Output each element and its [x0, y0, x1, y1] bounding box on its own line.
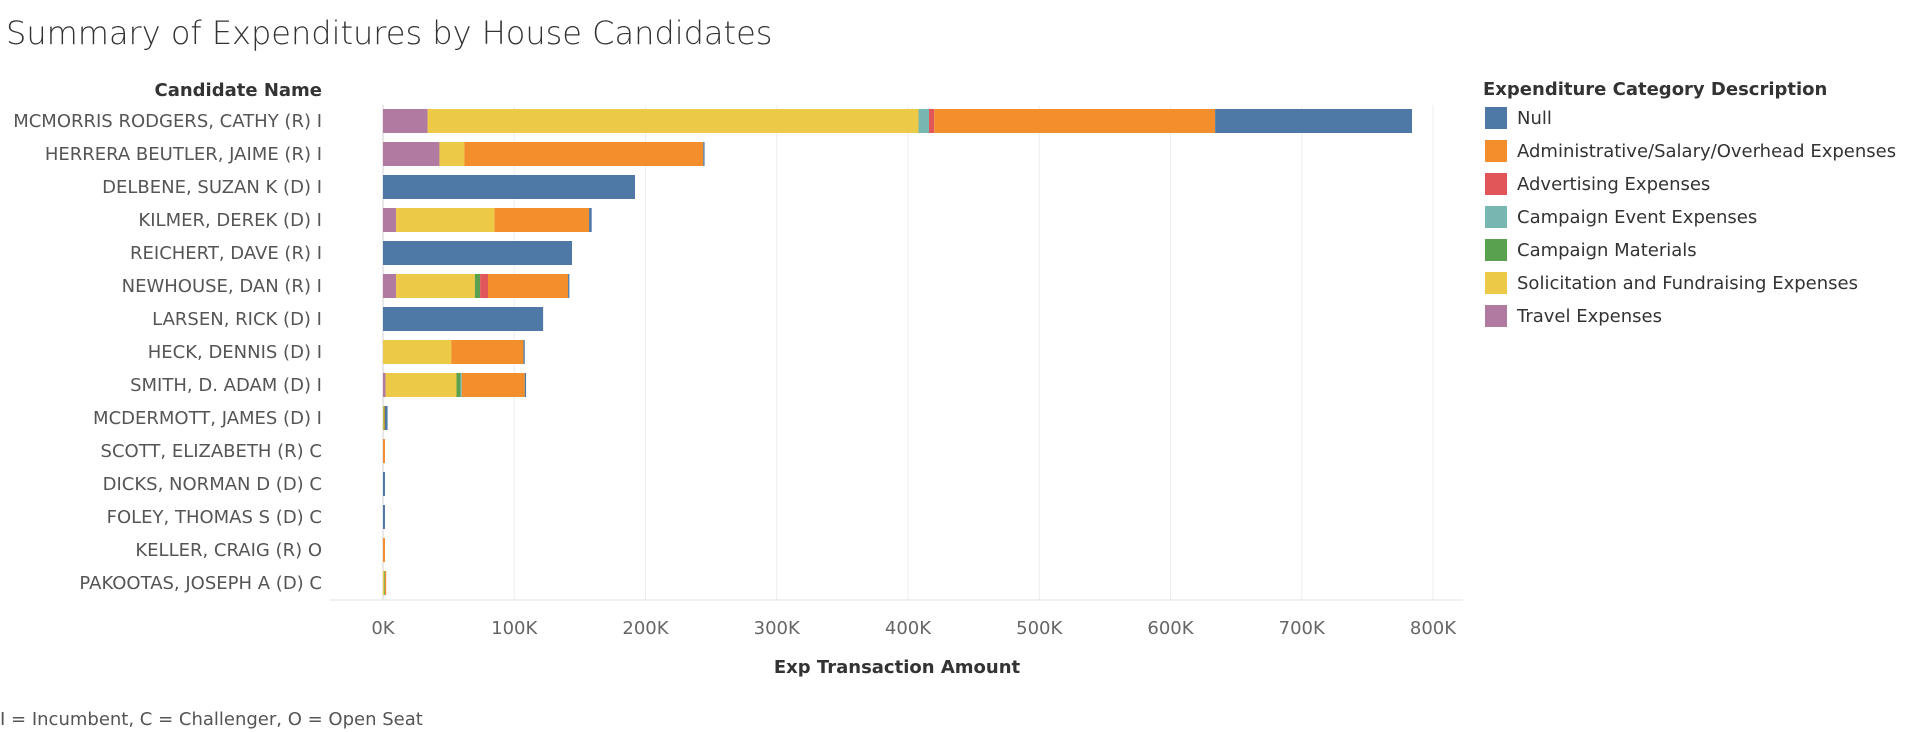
category-label: DELBENE, SUZAN K (D) I — [102, 177, 322, 198]
bar-segment — [480, 274, 488, 298]
footnote: I = Incumbent, C = Challenger, O = Open … — [0, 709, 423, 730]
category-label: SCOTT, ELIZABETH (R) C — [101, 441, 322, 462]
legend-swatch — [1485, 107, 1507, 129]
category-label: FOLEY, THOMAS S (D) C — [107, 507, 322, 528]
bar-segment — [523, 340, 525, 364]
legend: Null Administrative/Salary/Overhead Expen… — [1485, 107, 1896, 327]
bar-segment — [918, 109, 929, 133]
bar-segment — [589, 208, 592, 232]
x-tick-label: 700K — [1279, 618, 1326, 639]
bar-segment — [383, 307, 544, 331]
category-label: DICKS, NORMAN D (D) C — [103, 474, 322, 495]
bar-segment — [383, 571, 385, 595]
x-tick-label: 400K — [885, 618, 932, 639]
category-label: KELLER, CRAIG (R) O — [135, 540, 322, 561]
x-tick-label: 500K — [1016, 618, 1063, 639]
bar-segment — [524, 373, 527, 397]
legend-label: Travel Expenses — [1516, 306, 1662, 327]
bar-segment — [383, 241, 572, 265]
bar-segment — [383, 109, 428, 133]
legend-swatch — [1485, 206, 1507, 228]
bar-segment — [934, 109, 1216, 133]
legend-label: Campaign Materials — [1517, 240, 1697, 261]
category-label: HERRERA BEUTLER, JAIME (R) I — [45, 144, 322, 165]
bar-segment — [383, 505, 385, 529]
x-tick-labels: 0K 100K 200K 300K 400K 500K 600K 700K 800K — [371, 618, 1457, 639]
bar-segment — [383, 472, 385, 496]
bar-segment — [396, 274, 475, 298]
bar-segment — [439, 142, 465, 166]
legend-swatch — [1485, 239, 1507, 261]
bar-segment — [460, 373, 462, 397]
bars — [383, 109, 1412, 595]
bar-segment — [383, 373, 386, 397]
bar-segment — [383, 274, 397, 298]
bar-segment — [568, 274, 570, 298]
bar-segment — [383, 340, 452, 364]
bar-segment — [456, 373, 461, 397]
category-label: SMITH, D. ADAM (D) I — [130, 375, 322, 396]
legend-swatch — [1485, 173, 1507, 195]
legend-title: Expenditure Category Description — [1483, 79, 1827, 100]
category-label: MCDERMOTT, JAMES (D) I — [93, 408, 322, 429]
legend-label: Null — [1517, 108, 1552, 129]
x-tick-label: 100K — [491, 618, 538, 639]
bar-segment — [383, 142, 440, 166]
bar-segment — [451, 340, 524, 364]
bar-segment — [384, 571, 387, 595]
legend-label: Solicitation and Fundraising Expenses — [1517, 273, 1858, 294]
x-tick-label: 800K — [1410, 618, 1457, 639]
bar-segment — [383, 208, 397, 232]
legend-swatch — [1485, 272, 1507, 294]
bar-segment — [383, 439, 385, 463]
bar-segment — [383, 406, 385, 430]
bar-segment — [1215, 109, 1412, 133]
bar-segment — [385, 373, 457, 397]
bar-segment — [703, 142, 705, 166]
x-tick-label: 600K — [1147, 618, 1194, 639]
bar-segment — [384, 406, 388, 430]
bar-segment — [474, 274, 481, 298]
bar-segment — [383, 538, 385, 562]
bar-segment — [488, 274, 569, 298]
y-axis-title: Candidate Name — [154, 80, 322, 101]
x-tick-label: 0K — [371, 618, 395, 639]
category-label: REICHERT, DAVE (R) I — [130, 243, 322, 264]
bar-segment — [383, 175, 635, 199]
bar-segment — [464, 142, 704, 166]
legend-label: Administrative/Salary/Overhead Expenses — [1517, 141, 1896, 162]
category-label: LARSEN, RICK (D) I — [152, 309, 322, 330]
category-labels: MCMORRIS RODGERS, CATHY (R) I HERRERA BEU… — [13, 111, 322, 594]
legend-label: Advertising Expenses — [1517, 174, 1710, 195]
bar-segment — [384, 406, 386, 430]
bar-segment — [383, 406, 385, 430]
category-label: KILMER, DEREK (D) I — [138, 210, 322, 231]
bar-segment — [929, 109, 935, 133]
x-axis-title: Exp Transaction Amount — [774, 657, 1021, 678]
category-label: NEWHOUSE, DAN (R) I — [122, 276, 322, 297]
bar-segment — [427, 109, 919, 133]
x-tick-label: 300K — [754, 618, 801, 639]
category-label: MCMORRIS RODGERS, CATHY (R) I — [13, 111, 322, 132]
legend-label: Campaign Event Expenses — [1517, 207, 1757, 228]
legend-swatch — [1485, 140, 1507, 162]
x-tick-label: 200K — [622, 618, 669, 639]
legend-swatch — [1485, 305, 1507, 327]
bar-segment — [494, 208, 590, 232]
bar-segment — [396, 208, 495, 232]
bar-segment — [384, 571, 386, 595]
category-label: PAKOOTAS, JOSEPH A (D) C — [79, 573, 322, 594]
chart-title: Summary of Expenditures by House Candida… — [6, 14, 772, 52]
category-label: HECK, DENNIS (D) I — [148, 342, 322, 363]
bar-segment — [461, 373, 525, 397]
